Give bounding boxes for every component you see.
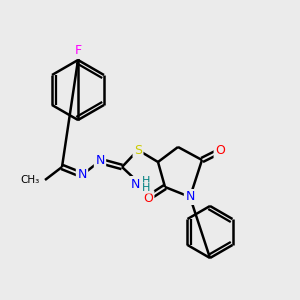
Text: N: N	[185, 190, 195, 203]
Text: H: H	[142, 176, 150, 186]
Text: S: S	[134, 143, 142, 157]
Text: H: H	[142, 183, 150, 193]
Text: N: N	[95, 154, 105, 167]
Text: CH₃: CH₃	[21, 175, 40, 185]
Text: F: F	[74, 44, 82, 58]
Text: O: O	[215, 145, 225, 158]
Text: O: O	[143, 191, 153, 205]
Text: N: N	[77, 169, 87, 182]
Text: N: N	[130, 178, 140, 190]
